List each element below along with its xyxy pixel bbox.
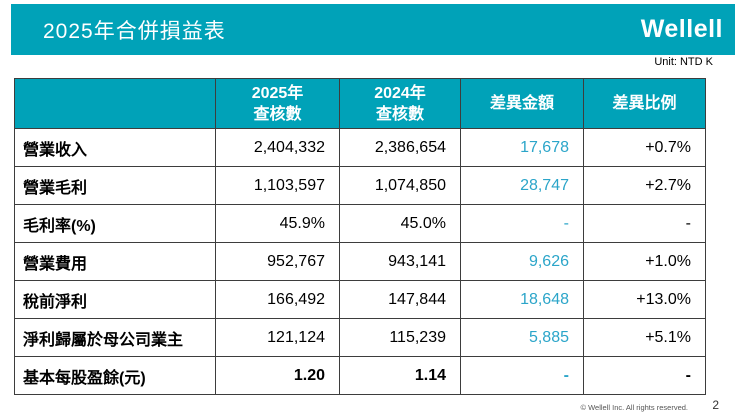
table-row-basic-eps: 基本每股盈餘(元) 1.20 1.14 - -	[14, 356, 706, 395]
value-diff-amount: -	[460, 356, 584, 395]
value-2025: 2,404,332	[215, 128, 340, 167]
value-2024: 147,844	[339, 280, 461, 319]
table-row-gross-margin: 毛利率(%) 45.9% 45.0% - -	[14, 204, 706, 243]
wellell-logo: Wellell	[640, 15, 723, 43]
row-label: 營業收入	[14, 128, 216, 167]
unit-label: Unit: NTD K	[654, 56, 713, 68]
row-label: 稅前淨利	[14, 280, 216, 319]
table-row-net-income-parent: 淨利歸屬於母公司業主 121,124 115,239 5,885 +5.1%	[14, 318, 706, 357]
column-header-2025: 2025年 查核數	[215, 78, 340, 129]
value-2025: 45.9%	[215, 204, 340, 243]
table-row-revenue: 營業收入 2,404,332 2,386,654 17,678 +0.7%	[14, 128, 706, 167]
value-diff-ratio: +13.0%	[583, 280, 706, 319]
value-diff-ratio: -	[583, 204, 706, 243]
value-2024: 1,074,850	[339, 166, 461, 205]
row-label: 營業費用	[14, 242, 216, 281]
value-diff-ratio: +1.0%	[583, 242, 706, 281]
income-statement-table: 2025年 查核數 2024年 查核數 差異金額 差異比例 營業收入 2,404…	[14, 78, 706, 395]
column-header-diff-ratio: 差異比例	[583, 78, 706, 129]
value-diff-amount: -	[460, 204, 584, 243]
column-header-2024: 2024年 查核數	[339, 78, 461, 129]
row-label: 淨利歸屬於母公司業主	[14, 318, 216, 357]
table-row-pretax-profit: 稅前淨利 166,492 147,844 18,648 +13.0%	[14, 280, 706, 319]
row-label: 毛利率(%)	[14, 204, 216, 243]
value-2024: 2,386,654	[339, 128, 461, 167]
copyright-notice: © Wellell Inc. All rights reserved.	[580, 403, 688, 412]
value-diff-amount: 18,648	[460, 280, 584, 319]
value-diff-amount: 9,626	[460, 242, 584, 281]
column-header-2025-line1: 2025年	[251, 84, 304, 102]
table-row-gross-profit: 營業毛利 1,103,597 1,074,850 28,747 +2.7%	[14, 166, 706, 205]
value-2025: 121,124	[215, 318, 340, 357]
value-diff-ratio: +5.1%	[583, 318, 706, 357]
column-header-2024-line2: 查核數	[375, 105, 424, 123]
title-banner: 2025年合併損益表 Wellell	[11, 4, 735, 55]
value-2025: 1,103,597	[215, 166, 340, 205]
slide-title: 2025年合併損益表	[43, 19, 226, 43]
value-2024: 943,141	[339, 242, 461, 281]
row-label: 營業毛利	[14, 166, 216, 205]
table-header-row: 2025年 查核數 2024年 查核數 差異金額 差異比例	[14, 78, 706, 129]
value-2024: 1.14	[339, 356, 461, 395]
value-2025: 1.20	[215, 356, 340, 395]
page-number: 2	[712, 398, 719, 412]
value-diff-ratio: +2.7%	[583, 166, 706, 205]
row-label: 基本每股盈餘(元)	[14, 356, 216, 395]
column-header-2024-line1: 2024年	[374, 84, 426, 102]
value-diff-ratio: +0.7%	[583, 128, 706, 167]
value-diff-amount: 5,885	[460, 318, 584, 357]
column-header-diff-amount: 差異金額	[460, 78, 584, 129]
value-diff-ratio: -	[583, 356, 706, 395]
value-diff-amount: 17,678	[460, 128, 584, 167]
column-header-empty	[14, 78, 216, 129]
value-2025: 952,767	[215, 242, 340, 281]
column-header-2025-line2: 查核數	[253, 105, 302, 123]
value-2024: 45.0%	[339, 204, 461, 243]
value-diff-amount: 28,747	[460, 166, 584, 205]
value-2025: 166,492	[215, 280, 340, 319]
value-2024: 115,239	[339, 318, 461, 357]
table-row-operating-expenses: 營業費用 952,767 943,141 9,626 +1.0%	[14, 242, 706, 281]
